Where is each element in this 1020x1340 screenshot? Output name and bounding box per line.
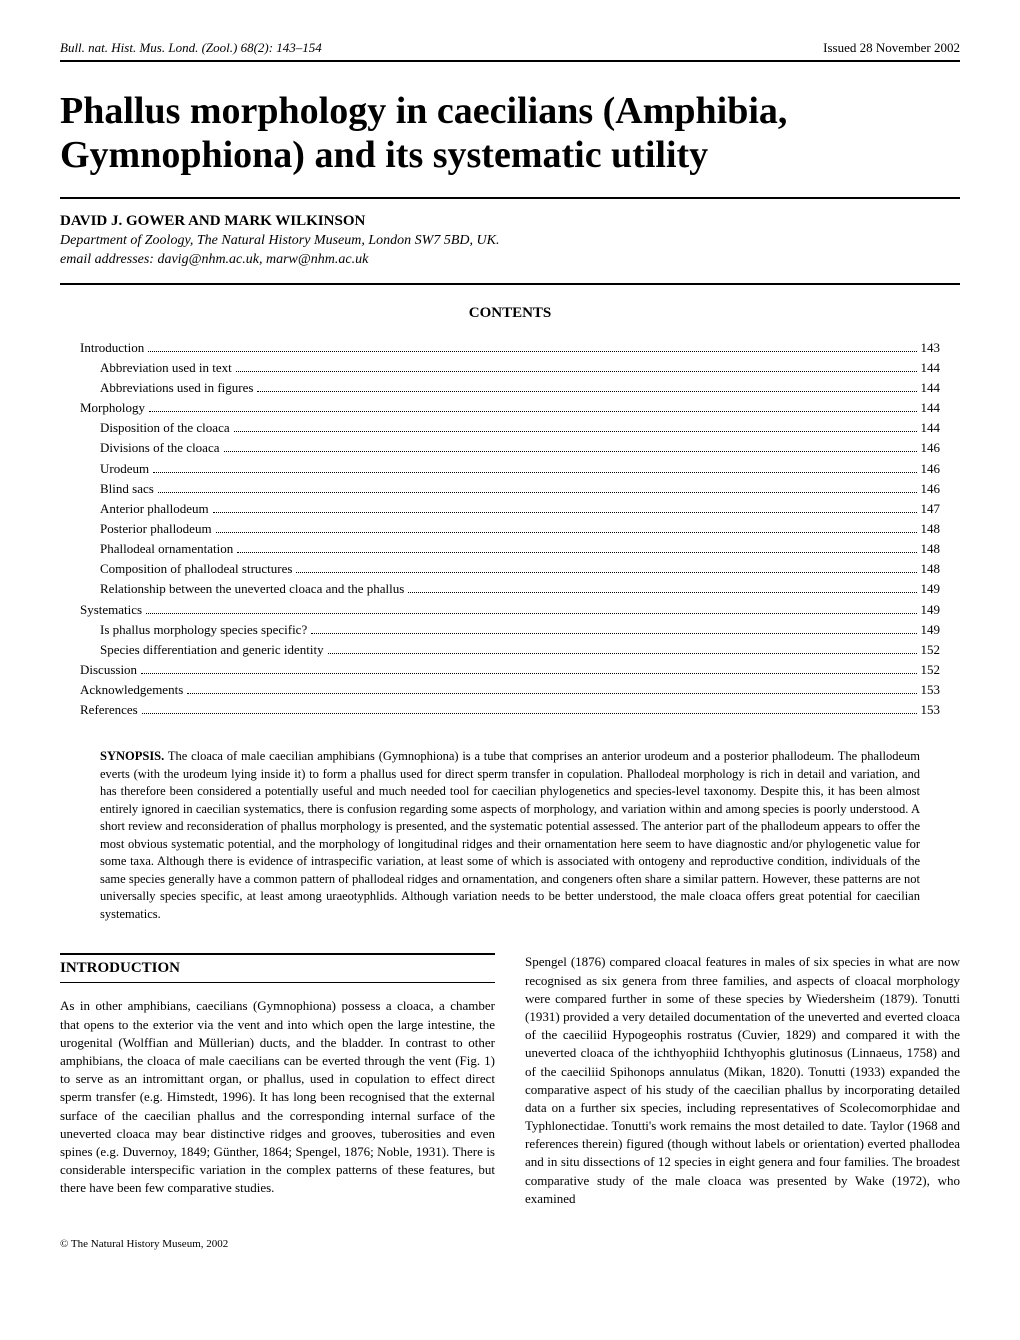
toc-row: Blind sacs 146 [80, 479, 940, 499]
toc-page: 148 [921, 559, 941, 579]
toc-page: 153 [921, 700, 941, 720]
toc-row: Morphology 144 [80, 398, 940, 418]
toc-row: Species differentiation and generic iden… [80, 640, 940, 660]
toc-row: Posterior phallodeum 148 [80, 519, 940, 539]
toc-page: 144 [921, 418, 941, 438]
toc-page: 146 [921, 438, 941, 458]
toc-label: Acknowledgements [80, 680, 183, 700]
toc-leader [149, 411, 917, 412]
toc-label: Abbreviations used in figures [100, 378, 253, 398]
toc-label: Anterior phallodeum [100, 499, 209, 519]
affiliation-email: email addresses: davig@nhm.ac.uk, marw@n… [60, 251, 960, 269]
toc-row: Phallodeal ornamentation 148 [80, 539, 940, 559]
toc-leader [237, 552, 916, 553]
toc-row: Anterior phallodeum 147 [80, 499, 940, 519]
toc-row: Abbreviation used in text 144 [80, 358, 940, 378]
toc-label: Abbreviation used in text [100, 358, 232, 378]
toc-leader [146, 613, 916, 614]
copyright-footer: © The Natural History Museum, 2002 [60, 1238, 960, 1250]
affiliation: Department of Zoology, The Natural Histo… [60, 232, 960, 268]
toc-leader [141, 673, 916, 674]
toc-page: 143 [921, 338, 941, 358]
toc-page: 153 [921, 680, 941, 700]
toc-leader [216, 532, 917, 533]
toc-page: 152 [921, 640, 941, 660]
synopsis: SYNOPSIS. The cloaca of male caecilian a… [100, 748, 920, 923]
toc-label: Systematics [80, 600, 142, 620]
toc-label: Is phallus morphology species specific? [100, 620, 307, 640]
toc-leader [236, 371, 917, 372]
contents-heading: CONTENTS [60, 305, 960, 322]
toc-row: Discussion 152 [80, 660, 940, 680]
toc-leader [257, 391, 916, 392]
toc-label: Posterior phallodeum [100, 519, 212, 539]
toc-label: Urodeum [100, 459, 149, 479]
toc-leader [148, 351, 916, 352]
toc-label: Introduction [80, 338, 144, 358]
toc-page: 147 [921, 499, 941, 519]
toc-leader [142, 713, 917, 714]
toc-page: 144 [921, 378, 941, 398]
toc-page: 146 [921, 459, 941, 479]
body-paragraph: As in other amphibians, caecilians (Gymn… [60, 997, 495, 1197]
toc-leader [224, 451, 917, 452]
toc-label: Divisions of the cloaca [100, 438, 220, 458]
toc-row: Disposition of the cloaca 144 [80, 418, 940, 438]
toc-label: Species differentiation and generic iden… [100, 640, 324, 660]
toc-page: 146 [921, 479, 941, 499]
left-column: INTRODUCTION As in other amphibians, cae… [60, 953, 495, 1208]
affiliation-dept: Department of Zoology, The Natural Histo… [60, 232, 960, 250]
toc-label: Composition of phallodeal structures [100, 559, 292, 579]
body-paragraph: Spengel (1876) compared cloacal features… [525, 953, 960, 1208]
toc-label: Blind sacs [100, 479, 154, 499]
toc-row: Composition of phallodeal structures 148 [80, 559, 940, 579]
toc-row: References 153 [80, 700, 940, 720]
toc-leader [408, 592, 916, 593]
toc-page: 149 [921, 600, 941, 620]
toc-row: Systematics 149 [80, 600, 940, 620]
toc-page: 144 [921, 398, 941, 418]
table-of-contents: Introduction 143Abbreviation used in tex… [80, 338, 940, 721]
toc-label: References [80, 700, 138, 720]
issue-date: Issued 28 November 2002 [823, 40, 960, 56]
toc-page: 149 [921, 579, 941, 599]
section-heading-introduction: INTRODUCTION [60, 953, 495, 983]
toc-leader [213, 512, 917, 513]
toc-leader [234, 431, 917, 432]
divider [60, 60, 960, 62]
toc-label: Morphology [80, 398, 145, 418]
toc-label: Phallodeal ornamentation [100, 539, 233, 559]
toc-row: Urodeum 146 [80, 459, 940, 479]
synopsis-text: The cloaca of male caecilian amphibians … [100, 749, 920, 921]
divider [60, 283, 960, 285]
running-header: Bull. nat. Hist. Mus. Lond. (Zool.) 68(2… [60, 40, 960, 56]
toc-row: Introduction 143 [80, 338, 940, 358]
toc-row: Is phallus morphology species specific? … [80, 620, 940, 640]
toc-leader [311, 633, 916, 634]
synopsis-label: SYNOPSIS. [100, 749, 164, 763]
toc-row: Relationship between the uneverted cloac… [80, 579, 940, 599]
toc-page: 149 [921, 620, 941, 640]
toc-page: 148 [921, 519, 941, 539]
toc-leader [296, 572, 916, 573]
toc-row: Abbreviations used in figures 144 [80, 378, 940, 398]
article-title: Phallus morphology in caecilians (Amphib… [60, 90, 960, 177]
toc-row: Acknowledgements 153 [80, 680, 940, 700]
toc-row: Divisions of the cloaca 146 [80, 438, 940, 458]
toc-leader [328, 653, 917, 654]
toc-page: 152 [921, 660, 941, 680]
body-columns: INTRODUCTION As in other amphibians, cae… [60, 953, 960, 1208]
toc-leader [158, 492, 917, 493]
toc-label: Discussion [80, 660, 137, 680]
toc-leader [187, 693, 916, 694]
toc-page: 144 [921, 358, 941, 378]
journal-reference: Bull. nat. Hist. Mus. Lond. (Zool.) 68(2… [60, 40, 322, 56]
toc-label: Relationship between the uneverted cloac… [100, 579, 404, 599]
toc-leader [153, 472, 916, 473]
toc-label: Disposition of the cloaca [100, 418, 230, 438]
toc-page: 148 [921, 539, 941, 559]
right-column: Spengel (1876) compared cloacal features… [525, 953, 960, 1208]
authors: DAVID J. GOWER AND MARK WILKINSON [60, 213, 960, 230]
divider [60, 197, 960, 199]
